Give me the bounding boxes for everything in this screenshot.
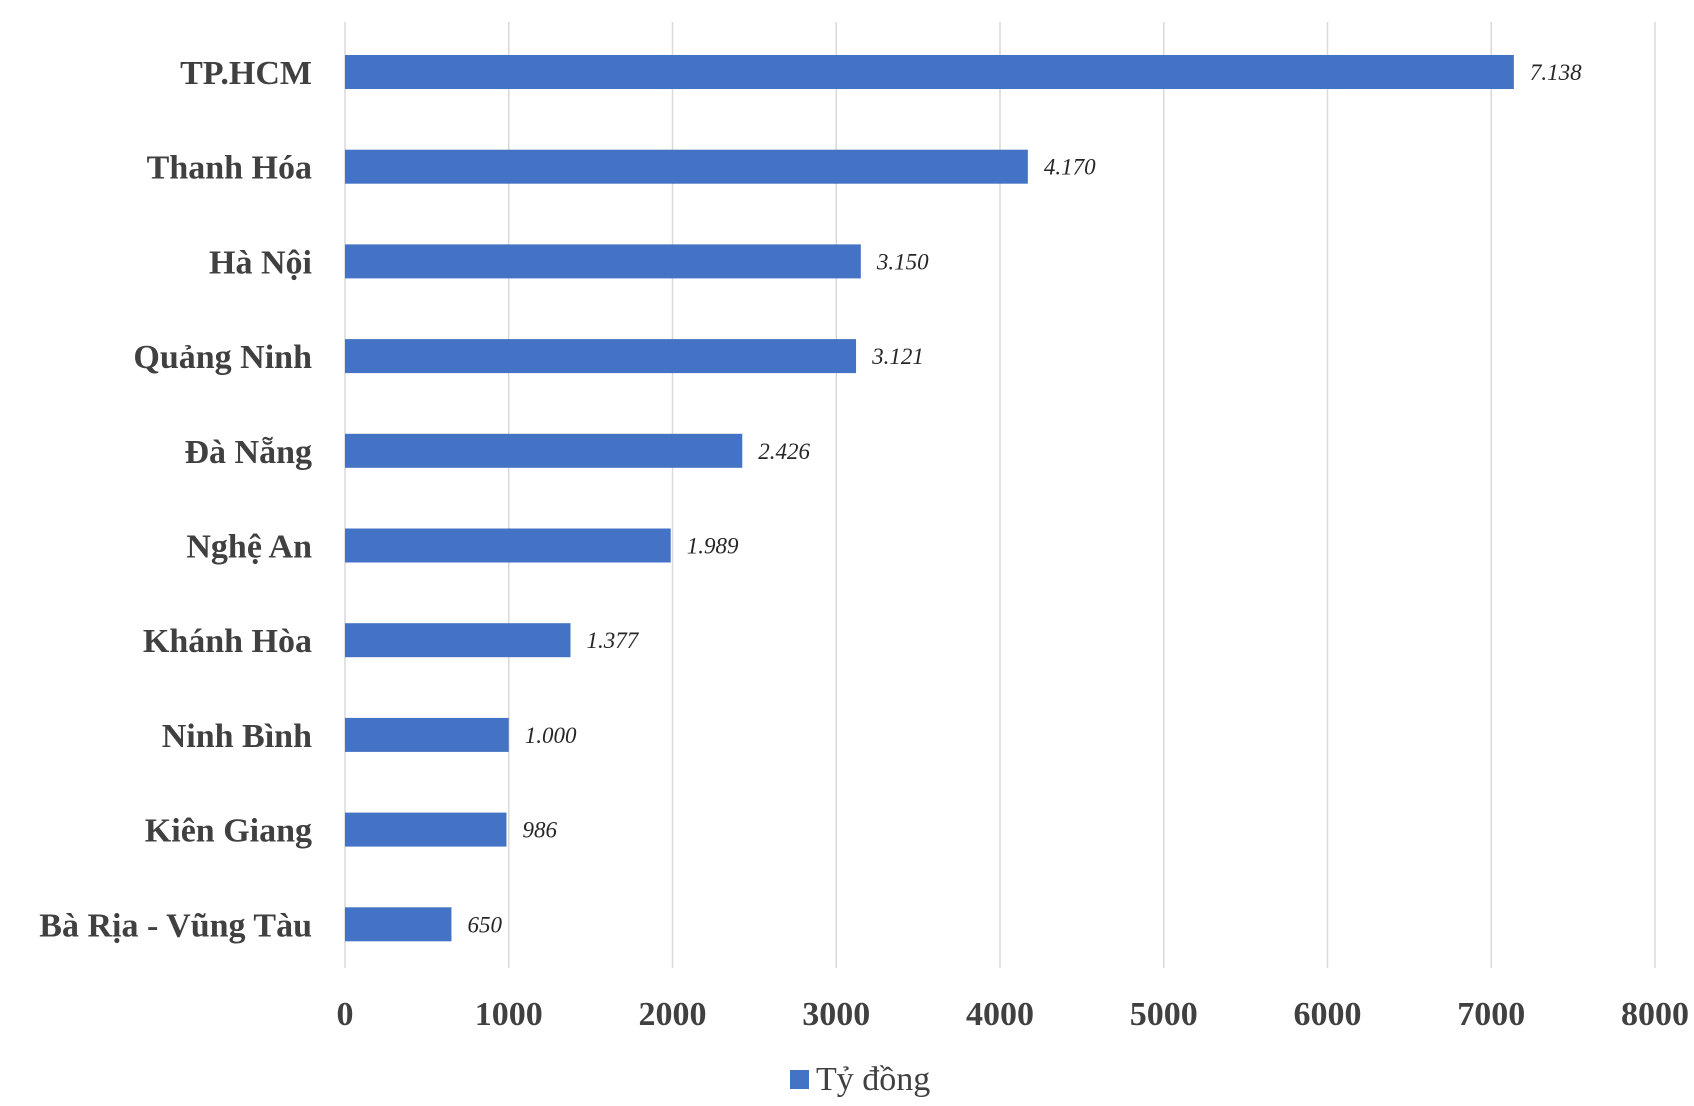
category-label: Nghệ An: [186, 529, 312, 566]
x-tick-label: 0: [337, 996, 354, 1033]
bar: [345, 812, 507, 847]
data-labels: 7.138 4.170 3.150 3.121 2.426 1.989 1.377 1.000…: [467, 60, 1582, 937]
category-labels: TP.HCM Thanh Hóa Hà Nội Quảng Ninh Đà Nẵng Ng…: [39, 55, 312, 944]
bar: [345, 623, 571, 658]
x-tick-label: 7000: [1457, 996, 1525, 1033]
legend-swatch: [790, 1070, 809, 1089]
data-label: 650: [467, 912, 502, 937]
category-label: Đà Nẵng: [184, 434, 312, 471]
x-axis-tick-labels: 0 1000 2000 3000 4000 5000 6000 7000 8000: [337, 996, 1690, 1033]
bar: [345, 149, 1028, 184]
x-tick-label: 5000: [1130, 996, 1198, 1033]
x-tick-label: 3000: [802, 996, 870, 1033]
category-label: Ninh Bình: [162, 718, 312, 755]
bar: [345, 717, 509, 752]
data-label: 4.170: [1044, 155, 1096, 180]
bar: [345, 433, 743, 468]
bar: [345, 339, 857, 374]
legend: Tỷ đồng: [790, 1061, 930, 1098]
category-label: Thanh Hóa: [147, 150, 312, 187]
category-label: Hà Nội: [209, 244, 312, 281]
bar: [345, 528, 671, 563]
data-label: 7.138: [1530, 60, 1582, 85]
legend-label: Tỷ đồng: [816, 1061, 930, 1098]
bar: [345, 55, 1514, 89]
bars: [345, 55, 1514, 942]
data-label: 1.377: [586, 628, 639, 653]
category-label: TP.HCM: [180, 55, 312, 92]
category-label: Bà Rịa - Vũng Tàu: [39, 907, 312, 944]
x-tick-label: 1000: [475, 996, 543, 1033]
category-label: Kiên Giang: [145, 813, 312, 850]
x-tick-label: 2000: [639, 996, 707, 1033]
data-label: 986: [522, 818, 557, 843]
data-label: 3.150: [876, 249, 929, 274]
x-tick-label: 8000: [1621, 996, 1689, 1033]
data-label: 2.426: [758, 439, 810, 464]
category-label: Khánh Hòa: [143, 623, 312, 660]
data-label: 3.121: [871, 344, 924, 369]
x-tick-label: 4000: [966, 996, 1034, 1033]
category-label: Quảng Ninh: [133, 339, 312, 376]
bar: [345, 244, 861, 279]
data-label: 1.989: [687, 534, 739, 559]
x-tick-label: 6000: [1294, 996, 1362, 1033]
data-label: 1.000: [525, 723, 577, 748]
bar: [345, 907, 452, 942]
